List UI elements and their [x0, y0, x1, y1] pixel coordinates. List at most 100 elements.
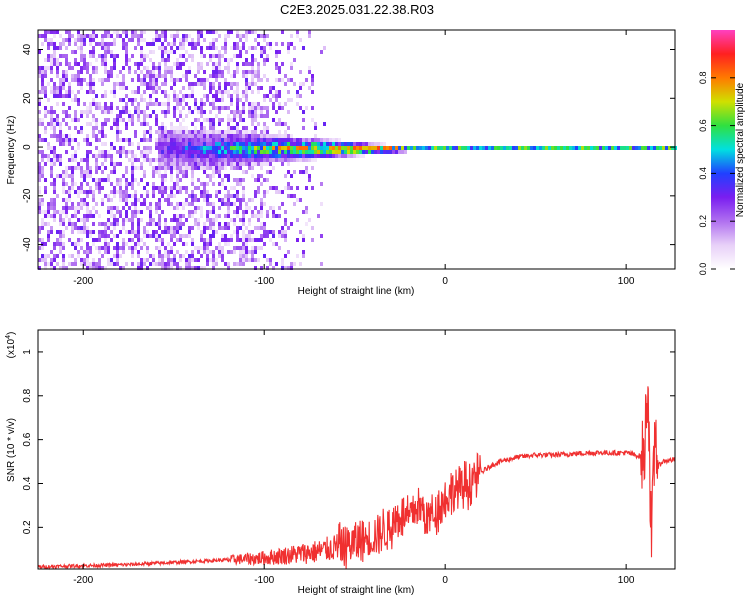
spectrogram-cell: [215, 194, 218, 198]
spectrogram-cell: [161, 262, 164, 266]
spectrogram-cell: [173, 34, 176, 38]
spectrogram-cell: [197, 38, 200, 42]
spectrogram-cell: [275, 54, 278, 58]
spectrogram-cell: [236, 166, 239, 170]
spectrogram-cell: [188, 134, 191, 138]
spectrogram-cell: [110, 182, 113, 186]
spectrogram-cell: [113, 262, 116, 266]
spectrogram-cell: [239, 250, 242, 254]
spectrogram-cell: [236, 62, 239, 66]
colorbar-tick-label: 0.0: [698, 263, 708, 276]
spectrogram-cell: [119, 110, 122, 114]
spectrogram-cell: [38, 102, 41, 106]
spectrogram-cell: [149, 214, 152, 218]
spectrogram-cell: [299, 106, 302, 110]
spectrogram-cell: [92, 126, 95, 130]
spectrogram-cell: [200, 246, 203, 250]
spectrogram-cell: [278, 130, 281, 134]
spectrogram-cell: [185, 102, 188, 106]
spectrogram-cell: [113, 246, 116, 250]
spectrogram-cell: [164, 162, 167, 166]
spectrogram-cell: [158, 170, 161, 174]
spectrogram-cell: [38, 162, 41, 166]
spectrogram-cell: [74, 190, 77, 194]
spectrogram-cell: [173, 154, 176, 158]
spectrogram-cell: [71, 90, 74, 94]
spectrogram-cell: [209, 194, 212, 198]
spectrogram-cell: [38, 258, 41, 262]
spectrogram-cell: [125, 242, 128, 246]
spectrogram-cell: [131, 178, 134, 182]
spectrogram-cell: [89, 230, 92, 234]
spectrogram-cell: [230, 126, 233, 130]
spectrogram-cell: [155, 38, 158, 42]
spectrogram-cell: [305, 78, 308, 82]
spectrogram-cell: [236, 158, 239, 162]
spectrogram-cell: [167, 242, 170, 246]
spectrogram-cell: [116, 254, 119, 258]
spectrogram-cell: [188, 42, 191, 46]
spectrogram-cell: [59, 266, 62, 270]
spectrogram-cell: [125, 86, 128, 90]
spectrogram-cell: [89, 166, 92, 170]
spectrogram-cell: [275, 66, 278, 70]
spectrogram-cell: [62, 234, 65, 238]
spectrogram-cell: [44, 190, 47, 194]
spectrogram-cell: [83, 42, 86, 46]
spectrogram-cell: [116, 126, 119, 130]
spectrogram-cell: [86, 194, 89, 198]
spectrogram-cell: [143, 130, 146, 134]
spectrogram-cell: [182, 138, 185, 142]
spectrogram-cell: [245, 74, 248, 78]
spectrogram-cell: [200, 206, 203, 210]
spectrogram-frame: [37, 29, 676, 270]
spectrogram-cell: [209, 238, 212, 242]
spectrogram-cell: [314, 126, 317, 130]
spectrogram-cell: [86, 110, 89, 114]
spectrogram-cell: [212, 82, 215, 86]
spectrogram-cell: [203, 110, 206, 114]
spectrogram-cell: [314, 158, 317, 162]
spectrogram-cell: [314, 134, 317, 138]
spectrogram-cell: [266, 178, 269, 182]
spectrogram-cell: [47, 238, 50, 242]
spectrogram-cell: [59, 210, 62, 214]
spectrogram-cell: [47, 206, 50, 210]
spectrogram-cell: [620, 146, 623, 150]
spectrogram-cell: [275, 94, 278, 98]
spectrogram-cell: [296, 154, 299, 158]
spectrogram-cell: [158, 226, 161, 230]
spectrogram-cell: [209, 162, 212, 166]
spectrogram-cell: [212, 202, 215, 206]
y-tick-label: 0.6: [22, 432, 33, 446]
spectrogram-cell: [107, 106, 110, 110]
spectrogram-cell: [86, 182, 89, 186]
spectrogram-cell: [194, 74, 197, 78]
spectrogram-cell: [176, 206, 179, 210]
spectrogram-cell: [284, 218, 287, 222]
spectrogram-cell: [200, 230, 203, 234]
spectrogram-cell: [203, 170, 206, 174]
spectrogram-cell: [158, 258, 161, 262]
spectrogram-cell: [236, 238, 239, 242]
spectrogram-cell: [290, 262, 293, 266]
spectrogram-cell: [185, 266, 188, 270]
spectrogram-cell: [326, 146, 329, 150]
spectrogram-cell: [233, 118, 236, 122]
spectrogram-cell: [254, 146, 257, 150]
spectrogram-cell: [173, 42, 176, 46]
spectrogram-cell: [215, 218, 218, 222]
spectrogram-cell: [53, 186, 56, 190]
spectrogram-cell: [56, 230, 59, 234]
spectrogram-cell: [650, 146, 653, 150]
spectrogram-cell: [248, 198, 251, 202]
spectrogram-cell: [263, 162, 266, 166]
spectrogram-cell: [338, 150, 341, 154]
spectrogram-cell: [65, 114, 68, 118]
spectrogram-cell: [329, 142, 332, 146]
spectrogram-cell: [164, 250, 167, 254]
snr-series-line: [37, 386, 676, 571]
spectrogram-cell: [155, 246, 158, 250]
spectrogram-cell: [209, 110, 212, 114]
spectrogram-cell: [44, 154, 47, 158]
